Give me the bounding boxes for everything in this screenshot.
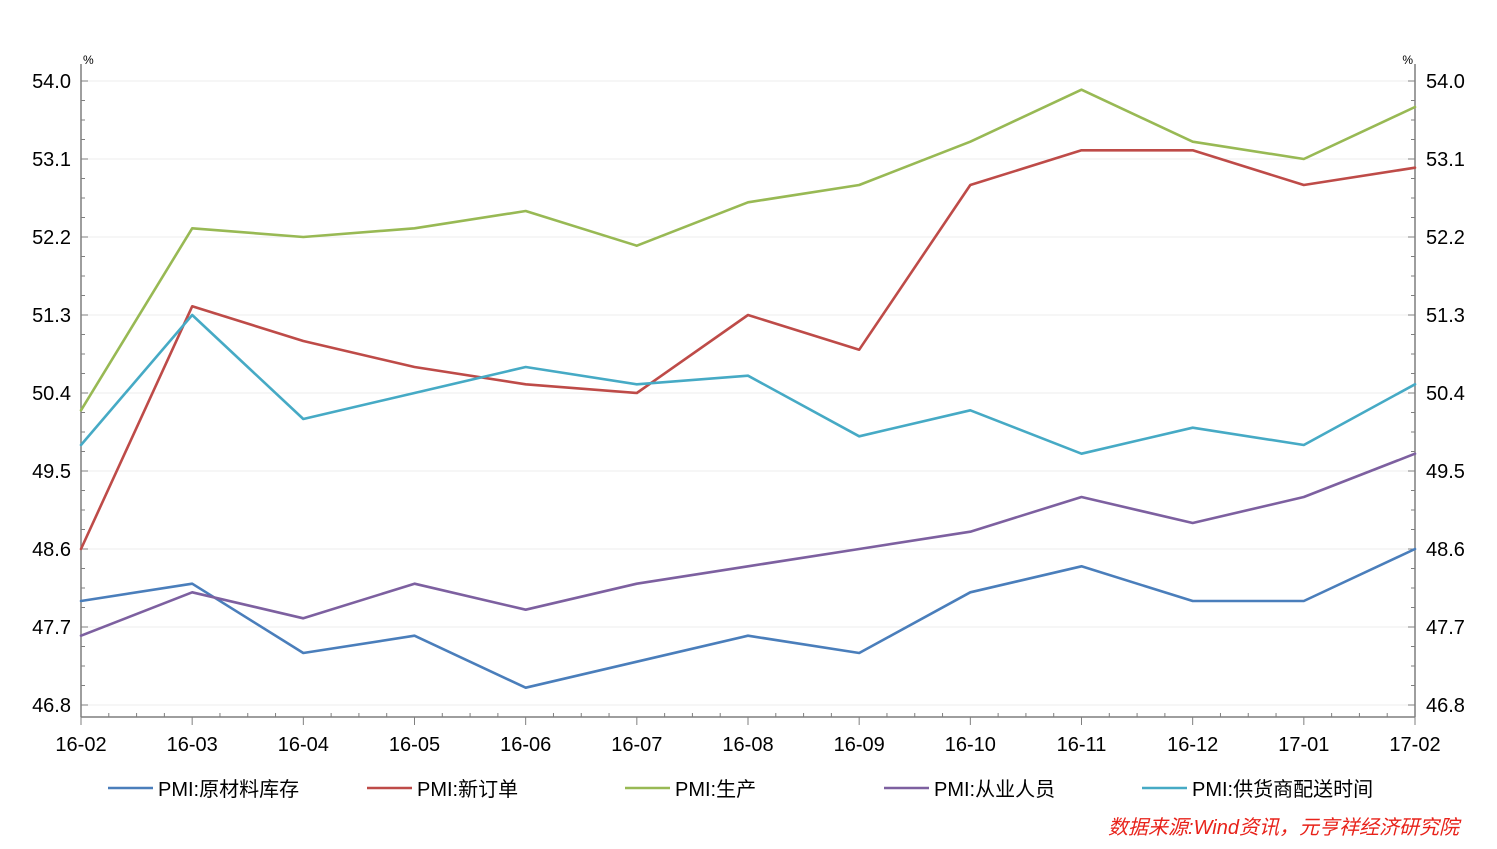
- y-tick-label-left: 46.8: [32, 695, 71, 717]
- y-tick-label-left: 49.5: [32, 461, 71, 483]
- legend-label-3: PMI:生产: [675, 778, 756, 801]
- y-tick-label-left: 53.1: [32, 149, 71, 171]
- y-tick-label-left: 48.6: [32, 539, 71, 561]
- y-unit-left-label: %: [83, 53, 94, 67]
- legend-label-1: PMI:原材料库存: [158, 778, 299, 801]
- y-tick-label-left: 51.3: [32, 305, 71, 327]
- source-note: 数据来源:Wind资讯，元亨祥经济研究院: [1108, 817, 1462, 839]
- x-tick-label: 16-11: [1057, 734, 1107, 756]
- x-tick-label: 16-02: [55, 734, 106, 756]
- x-tick-label: 17-02: [1389, 734, 1440, 756]
- y-tick-label-left: 52.2: [32, 227, 71, 249]
- x-tick-label: 16-04: [278, 734, 329, 756]
- legend: PMI:原材料库存 PMI:新订单 PMI:生产 PMI:从业人员 PMI:供货商配送时…: [108, 778, 1373, 801]
- series-layer: [79, 88, 1417, 690]
- x-tick-label: 16-09: [834, 734, 885, 756]
- x-tick-label: 16-12: [1167, 734, 1218, 756]
- series-line-3: [79, 88, 1417, 412]
- y-tick-label-left: 47.7: [32, 617, 71, 639]
- legend-label-5: PMI:供货商配送时间: [1192, 778, 1373, 801]
- y-tick-label-right: 47.7: [1426, 617, 1465, 639]
- axis-layer: 46.8 46.8 47.7 47.7 48.6 48.6 49.5 49.5 50.4 50.4…: [32, 64, 1465, 756]
- x-tick-label: 16-07: [611, 734, 662, 756]
- y-tick-label-right: 48.6: [1426, 539, 1465, 561]
- y-tick-label-right: 50.4: [1426, 383, 1465, 405]
- series-line-1: [79, 547, 1417, 690]
- series-line-5: [79, 313, 1417, 456]
- x-tick-label: 16-03: [167, 734, 218, 756]
- y-tick-label-right: 53.1: [1426, 149, 1465, 171]
- y-tick-label-left: 50.4: [32, 383, 71, 405]
- x-tick-label: 16-05: [389, 734, 440, 756]
- series-line-4: [79, 452, 1417, 638]
- x-tick-label: 16-10: [945, 734, 996, 756]
- x-tick-label: 16-08: [722, 734, 773, 756]
- x-tick-label: 17-01: [1278, 734, 1329, 756]
- y-tick-label-right: 49.5: [1426, 461, 1465, 483]
- y-tick-label-right: 52.2: [1426, 227, 1465, 249]
- series-line-2: [79, 149, 1417, 551]
- x-tick-label: 16-06: [500, 734, 551, 756]
- legend-label-4: PMI:从业人员: [934, 778, 1055, 801]
- legend-label-2: PMI:新订单: [417, 778, 518, 801]
- grid-layer: [81, 80, 1415, 706]
- y-tick-label-left: 54.0: [32, 71, 71, 93]
- y-tick-label-right: 54.0: [1426, 71, 1465, 93]
- y-tick-label-right: 51.3: [1426, 305, 1465, 327]
- y-unit-right-label: %: [1402, 53, 1413, 67]
- y-tick-label-right: 46.8: [1426, 695, 1465, 717]
